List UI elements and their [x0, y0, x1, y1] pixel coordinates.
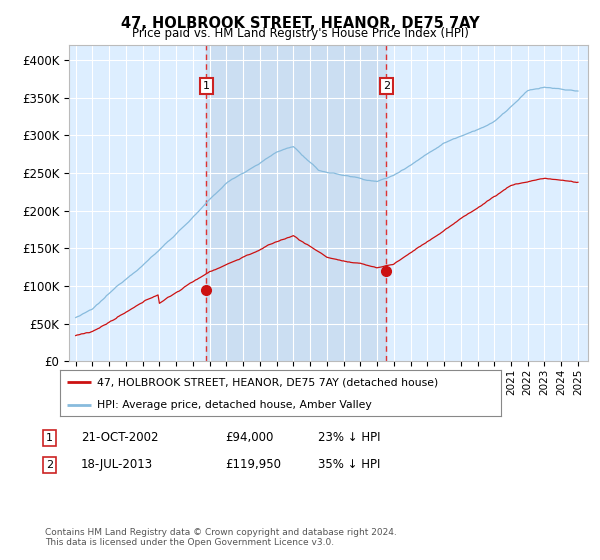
Text: 47, HOLBROOK STREET, HEANOR, DE75 7AY (detached house): 47, HOLBROOK STREET, HEANOR, DE75 7AY (d…: [97, 377, 439, 388]
Text: 18-JUL-2013: 18-JUL-2013: [81, 458, 153, 472]
Text: HPI: Average price, detached house, Amber Valley: HPI: Average price, detached house, Ambe…: [97, 400, 372, 410]
Text: Price paid vs. HM Land Registry's House Price Index (HPI): Price paid vs. HM Land Registry's House …: [131, 27, 469, 40]
Text: 23% ↓ HPI: 23% ↓ HPI: [318, 431, 380, 445]
Text: 2: 2: [46, 460, 53, 470]
Text: Contains HM Land Registry data © Crown copyright and database right 2024.
This d: Contains HM Land Registry data © Crown c…: [45, 528, 397, 547]
Text: £119,950: £119,950: [225, 458, 281, 472]
Text: 1: 1: [46, 433, 53, 443]
Text: 1: 1: [203, 81, 210, 91]
Text: 2: 2: [383, 81, 390, 91]
Text: 21-OCT-2002: 21-OCT-2002: [81, 431, 158, 445]
Text: 47, HOLBROOK STREET, HEANOR, DE75 7AY: 47, HOLBROOK STREET, HEANOR, DE75 7AY: [121, 16, 479, 31]
Bar: [206, 45, 386, 361]
Text: £94,000: £94,000: [225, 431, 274, 445]
Text: 35% ↓ HPI: 35% ↓ HPI: [318, 458, 380, 472]
